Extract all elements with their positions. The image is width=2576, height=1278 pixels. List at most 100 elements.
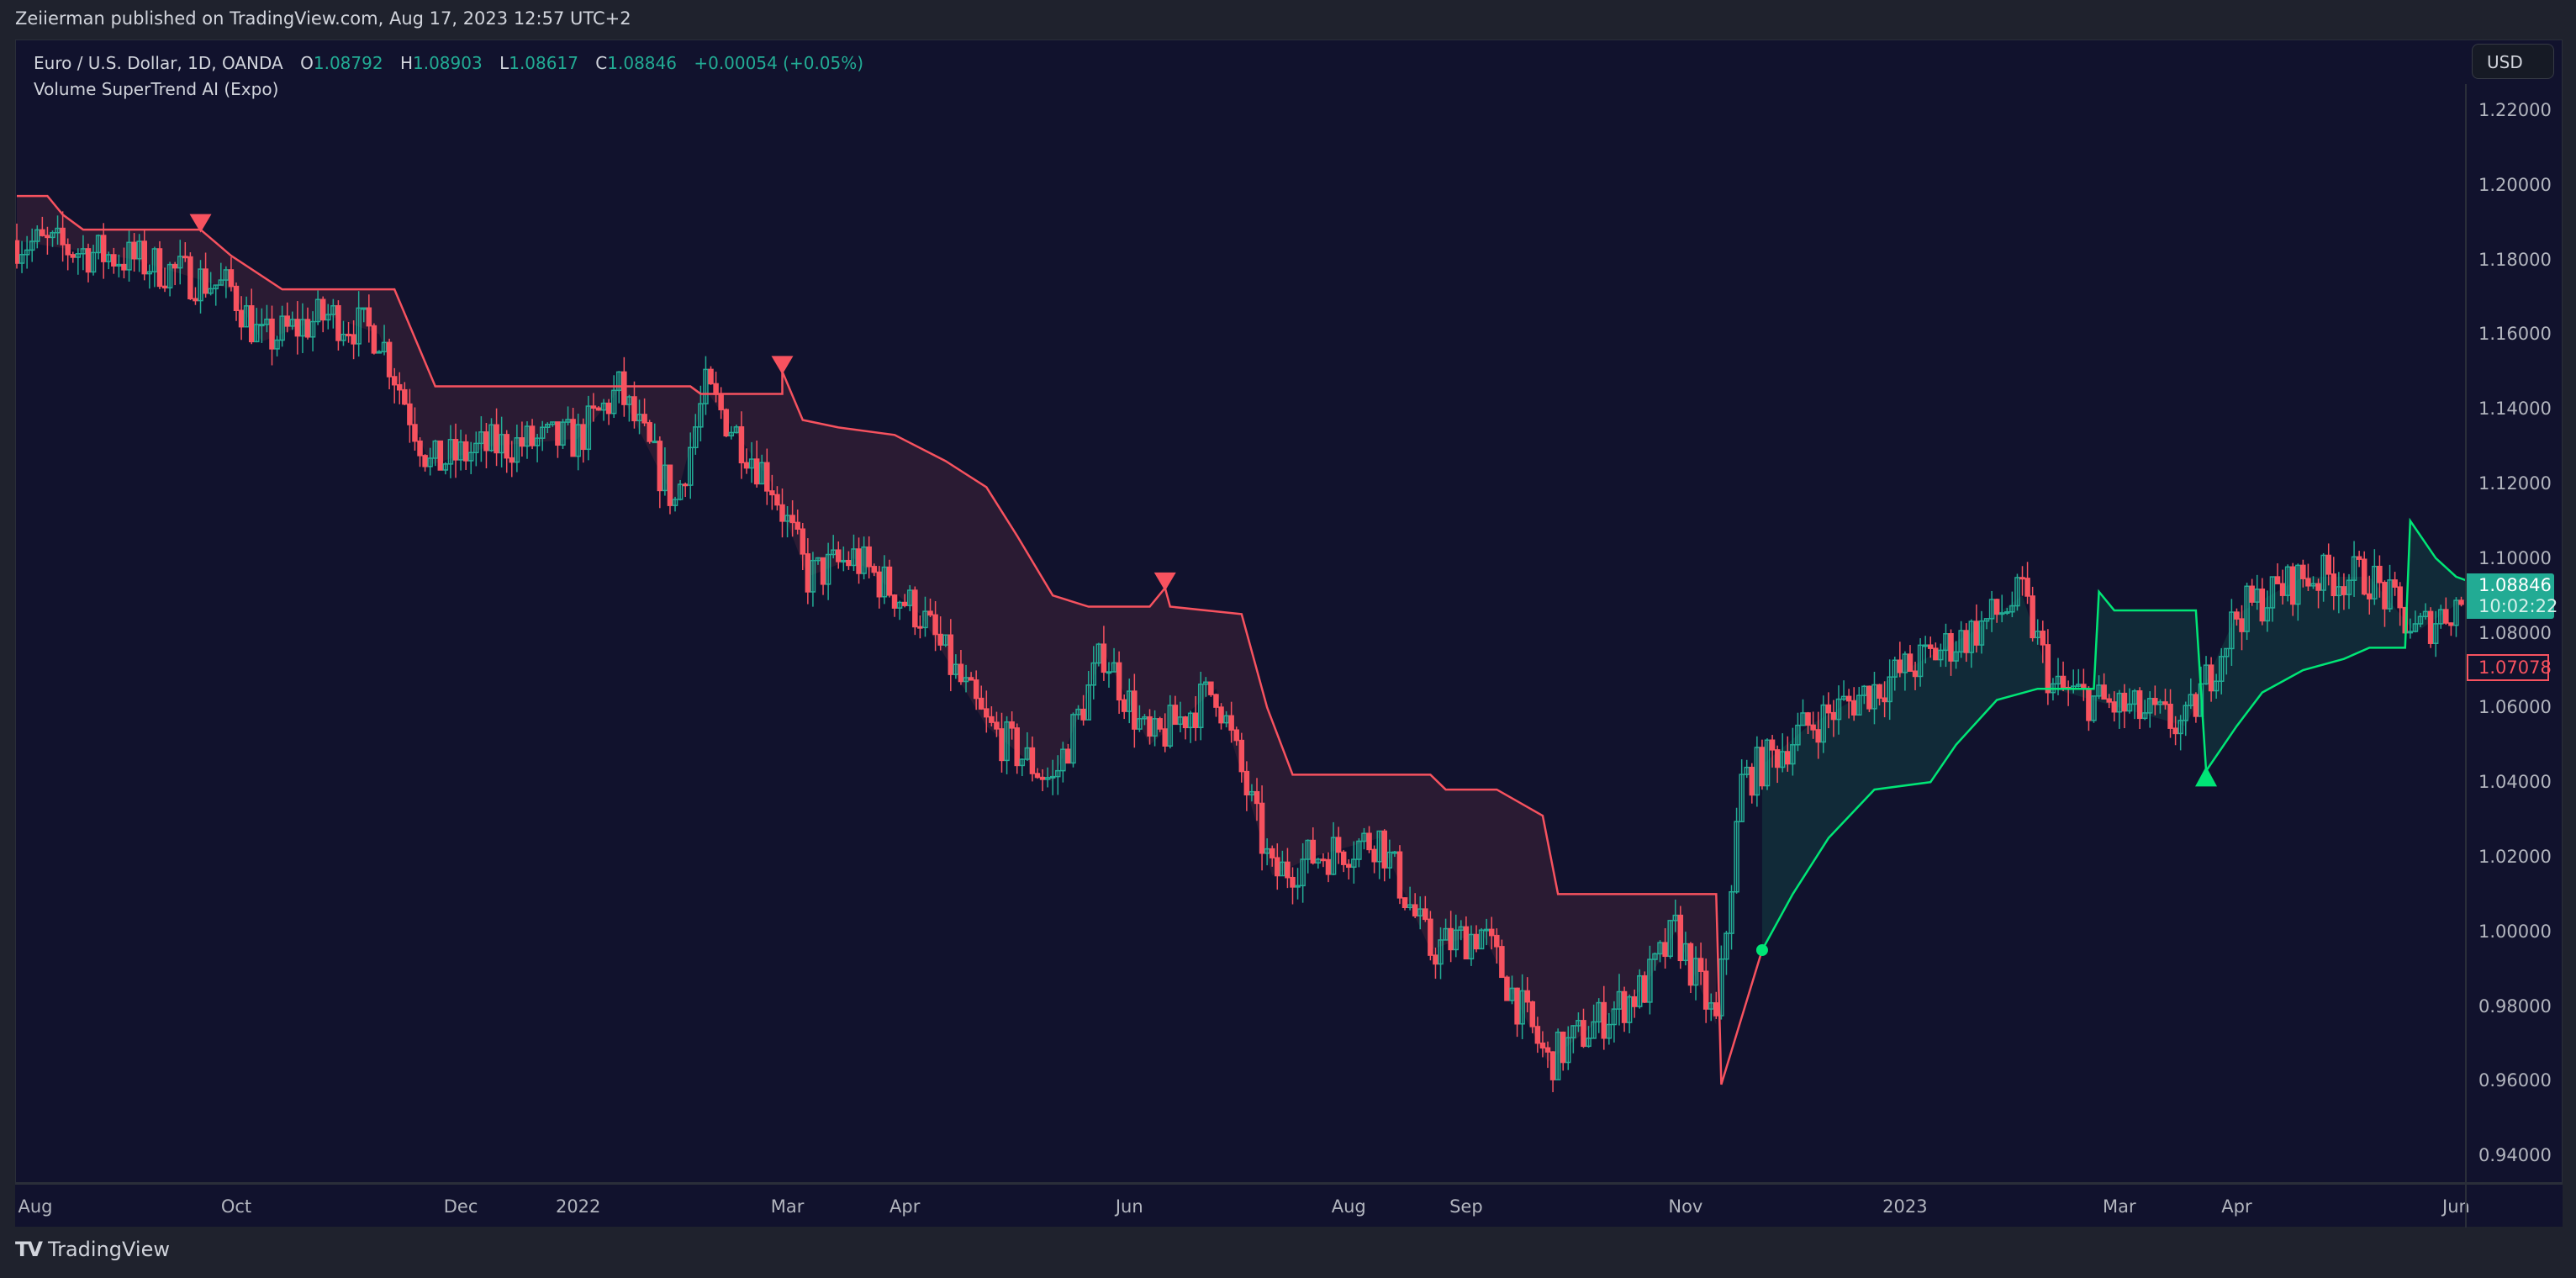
candle-body	[111, 254, 117, 267]
candle-body	[907, 589, 913, 606]
candle-body	[2193, 694, 2199, 717]
candle-body	[208, 288, 214, 294]
candle-body	[1310, 839, 1317, 864]
candle-body	[213, 284, 219, 290]
candle-body	[2407, 631, 2414, 634]
price-tick-label: 1.04000	[2478, 772, 2552, 793]
currency-button[interactable]: USD	[2472, 44, 2554, 79]
candle-body	[1259, 802, 1265, 854]
candle-body	[636, 414, 642, 422]
candle-body	[1423, 908, 1428, 921]
candle-body	[774, 494, 780, 506]
candle-body	[1973, 621, 1980, 646]
candle-body	[1391, 851, 1398, 854]
candle-body	[2422, 610, 2429, 618]
candle-body	[483, 431, 489, 452]
candle-body	[289, 319, 296, 327]
candle-body	[1177, 716, 1184, 726]
candle-body	[779, 504, 785, 522]
candle-body	[1116, 662, 1122, 701]
close-value: 1.08846	[607, 53, 677, 73]
candle-body	[1652, 953, 1658, 960]
candle-body	[1346, 863, 1352, 869]
candle-body	[1902, 653, 1908, 673]
candle-body	[999, 728, 1005, 762]
candle-body	[60, 227, 66, 246]
candle-body	[2351, 556, 2357, 581]
symbol-title[interactable]: Euro / U.S. Dollar, 1D, OANDA	[34, 53, 283, 73]
candle-body	[499, 434, 504, 454]
candle-body	[1478, 929, 1485, 950]
candle-body	[1351, 858, 1357, 869]
candle-body	[662, 464, 668, 492]
candle-body	[1529, 1001, 1536, 1027]
candle-body	[1137, 718, 1143, 730]
candle-body	[2234, 611, 2240, 620]
candle-body	[2392, 579, 2398, 588]
candle-body	[2254, 589, 2260, 603]
candle-body	[529, 425, 536, 446]
candle-body	[825, 553, 831, 585]
candle-body	[616, 371, 622, 392]
candle-body	[1228, 715, 1234, 731]
candle-body	[1983, 618, 1990, 622]
candle-body	[610, 389, 617, 415]
candle-body	[1280, 861, 1285, 877]
candle-body	[922, 610, 928, 629]
candle-body	[1866, 685, 1872, 710]
candle-body	[2453, 599, 2459, 626]
candle-body	[1433, 954, 1438, 965]
candle-body	[1509, 987, 1515, 1001]
candle-body	[284, 315, 290, 327]
candle-body	[1830, 711, 1837, 721]
candle-body	[2387, 579, 2393, 610]
candle-body	[1315, 858, 1322, 864]
candle-body	[34, 229, 40, 242]
candle-body	[467, 452, 474, 462]
tradingview-logo-icon: TV	[15, 1238, 43, 1261]
candle-body	[973, 679, 979, 700]
candle-body	[1759, 747, 1766, 787]
candle-body	[2448, 622, 2454, 626]
candle-body	[218, 279, 224, 286]
candle-body	[2372, 565, 2378, 599]
candle-body	[846, 559, 852, 567]
change-value: +0.00054 (+0.05%)	[694, 53, 864, 73]
candle-body	[1340, 851, 1347, 865]
candle-body	[1208, 681, 1214, 695]
candle-body	[182, 256, 188, 259]
candle-body	[1127, 690, 1132, 712]
candle-body	[1290, 876, 1296, 888]
candle-body	[1009, 721, 1015, 729]
candle-body	[141, 240, 147, 275]
candle-body	[1642, 974, 1648, 1003]
candle-body	[1549, 1051, 1556, 1080]
candle-body	[1019, 758, 1026, 767]
candle-body	[1810, 724, 1816, 731]
candle-body	[800, 528, 806, 555]
candle-body	[254, 324, 260, 343]
candle-body	[1514, 987, 1520, 1025]
time-axis[interactable]: Aug Oct Dec 2022 Mar Apr Jun Aug Sep Nov 2023 Mar Ap…	[15, 1183, 2563, 1227]
indicator-title[interactable]: Volume SuperTrend AI (Expo)	[34, 79, 279, 99]
candle-body	[2045, 644, 2051, 694]
candle-body	[575, 424, 581, 457]
candle-body	[432, 440, 438, 459]
buy-signal-triangle-icon	[2195, 766, 2218, 787]
candle-body	[1187, 712, 1194, 729]
candle-body	[805, 553, 811, 593]
high-value: 1.08903	[412, 53, 483, 73]
candle-body	[1162, 728, 1168, 747]
candle-body	[1882, 697, 1887, 703]
candle-body	[1407, 904, 1413, 909]
candle-body	[1702, 970, 1709, 1010]
candle-body	[351, 334, 356, 345]
price-chart[interactable]	[15, 40, 2465, 1181]
candle-body	[534, 437, 541, 446]
candle-body	[198, 268, 203, 302]
candle-body	[856, 548, 862, 574]
candle-body	[2264, 607, 2271, 622]
candle-body	[2279, 583, 2286, 596]
candle-body	[1850, 700, 1857, 716]
candle-body	[2009, 605, 2015, 613]
